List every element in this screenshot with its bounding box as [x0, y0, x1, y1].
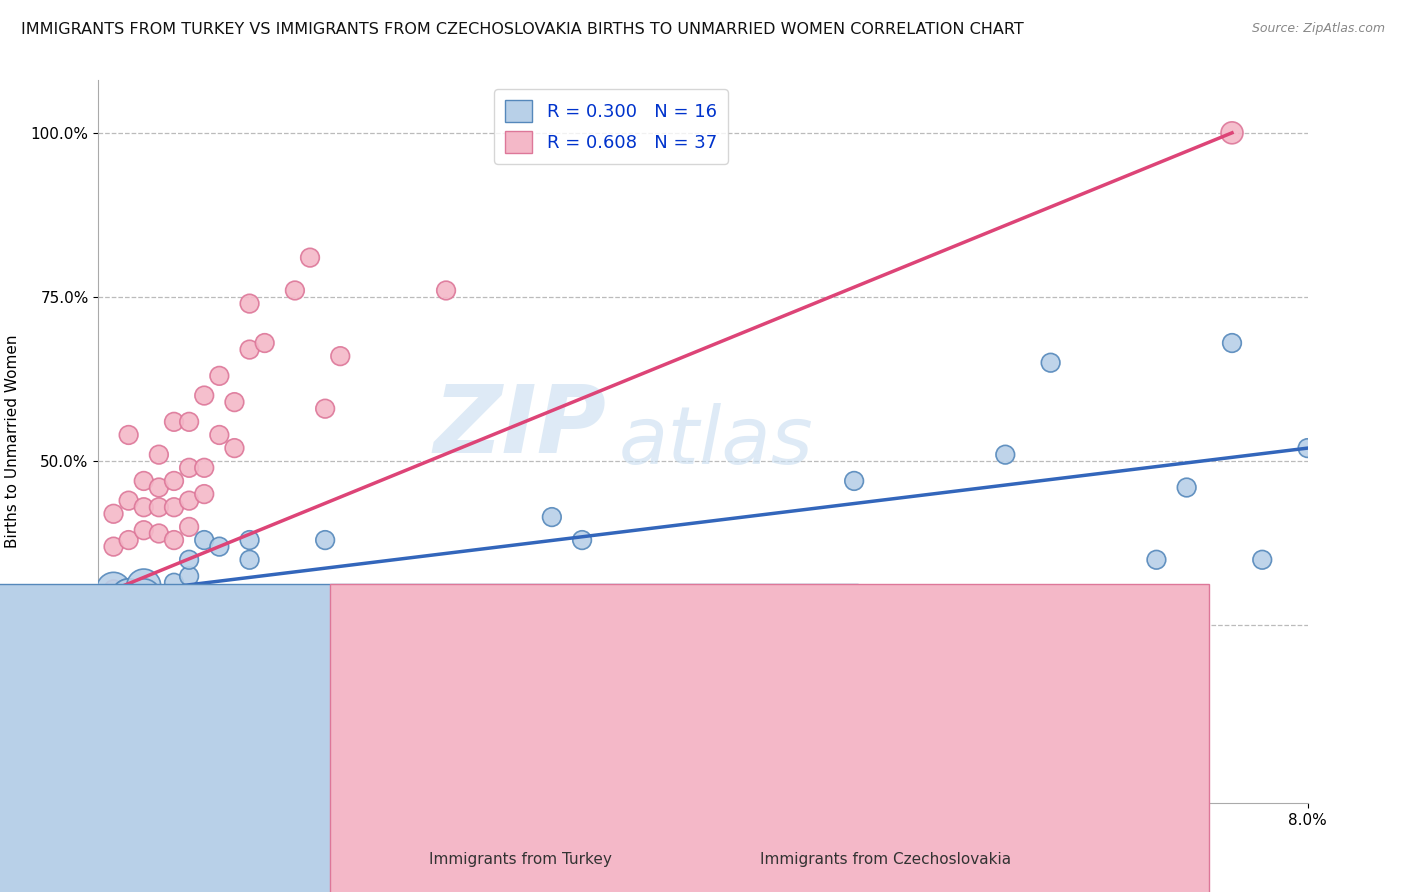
- Point: [148, 448, 170, 462]
- Point: [179, 553, 201, 567]
- Point: [148, 589, 170, 603]
- Point: [571, 533, 593, 547]
- Point: [239, 553, 262, 567]
- Point: [1099, 638, 1122, 652]
- Point: [132, 474, 155, 488]
- Point: [1296, 441, 1319, 455]
- Point: [148, 526, 170, 541]
- Point: [1039, 356, 1062, 370]
- Text: IMMIGRANTS FROM TURKEY VS IMMIGRANTS FROM CZECHOSLOVAKIA BIRTHS TO UNMARRIED WOM: IMMIGRANTS FROM TURKEY VS IMMIGRANTS FRO…: [21, 22, 1024, 37]
- Point: [163, 474, 186, 488]
- Point: [193, 460, 215, 475]
- Point: [118, 533, 141, 547]
- Point: [224, 395, 246, 409]
- Point: [163, 500, 186, 515]
- Point: [224, 589, 246, 603]
- Point: [179, 569, 201, 583]
- Point: [1220, 336, 1243, 351]
- Point: [179, 415, 201, 429]
- Point: [163, 533, 186, 547]
- Point: [1175, 481, 1198, 495]
- Point: [239, 296, 262, 310]
- Point: [193, 533, 215, 547]
- Point: [224, 441, 246, 455]
- Point: [844, 704, 866, 718]
- Point: [179, 460, 201, 475]
- Point: [434, 284, 457, 298]
- Point: [314, 401, 336, 416]
- Point: [208, 589, 231, 603]
- Point: [148, 589, 170, 603]
- Point: [647, 589, 669, 603]
- Point: [179, 589, 201, 603]
- Point: [132, 579, 155, 593]
- Point: [179, 493, 201, 508]
- Point: [329, 349, 352, 363]
- Point: [132, 589, 155, 603]
- Point: [208, 428, 231, 442]
- Legend: R = 0.300   N = 16, R = 0.608   N = 37: R = 0.300 N = 16, R = 0.608 N = 37: [495, 89, 728, 164]
- Text: Source: ZipAtlas.com: Source: ZipAtlas.com: [1251, 22, 1385, 36]
- Point: [103, 507, 125, 521]
- Text: Immigrants from Turkey: Immigrants from Turkey: [429, 852, 612, 867]
- Point: [118, 493, 141, 508]
- Point: [193, 589, 215, 603]
- Point: [163, 589, 186, 603]
- Point: [118, 589, 141, 603]
- Point: [239, 343, 262, 357]
- Point: [1146, 553, 1168, 567]
- Point: [163, 575, 186, 590]
- Point: [148, 500, 170, 515]
- Point: [253, 336, 276, 351]
- Text: atlas: atlas: [619, 402, 813, 481]
- Point: [1251, 553, 1274, 567]
- Point: [103, 540, 125, 554]
- Point: [193, 388, 215, 402]
- Point: [299, 251, 322, 265]
- Point: [118, 589, 141, 603]
- Point: [208, 540, 231, 554]
- Point: [132, 500, 155, 515]
- Y-axis label: Births to Unmarried Women: Births to Unmarried Women: [4, 334, 20, 549]
- Text: Immigrants from Czechoslovakia: Immigrants from Czechoslovakia: [761, 852, 1011, 867]
- Point: [844, 474, 866, 488]
- Text: ZIP: ZIP: [433, 381, 606, 473]
- Point: [103, 582, 125, 597]
- Point: [284, 284, 307, 298]
- Point: [994, 448, 1017, 462]
- Point: [208, 368, 231, 383]
- Point: [193, 487, 215, 501]
- Point: [132, 589, 155, 603]
- Point: [148, 481, 170, 495]
- Point: [540, 510, 562, 524]
- Point: [163, 415, 186, 429]
- Point: [269, 589, 291, 603]
- Point: [179, 520, 201, 534]
- Point: [239, 533, 262, 547]
- Point: [132, 523, 155, 537]
- Point: [284, 589, 307, 603]
- Point: [118, 428, 141, 442]
- Point: [1220, 126, 1243, 140]
- Point: [314, 533, 336, 547]
- Point: [103, 582, 125, 597]
